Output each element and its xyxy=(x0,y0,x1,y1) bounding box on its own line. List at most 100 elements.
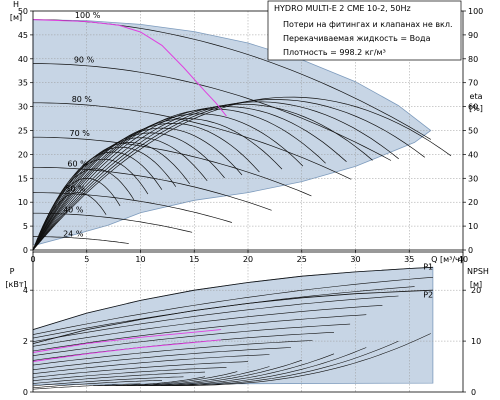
p-curve-7 xyxy=(32,340,313,366)
qh-y-label-h: H xyxy=(13,0,19,9)
p-curve-0 xyxy=(32,277,433,335)
p-curve-15 xyxy=(32,383,141,390)
eta-tick-label-2: 20 xyxy=(468,198,478,207)
h-tick-label-7: 35 xyxy=(18,79,28,88)
p-curve-8 xyxy=(32,347,292,371)
eta-curve-11 xyxy=(32,137,208,251)
p-curve-label-0: P1 xyxy=(423,262,433,271)
eta-tick-label-7: 70 xyxy=(468,79,478,88)
h-tick-label-9: 45 xyxy=(18,31,28,40)
eta-max-curve xyxy=(32,19,227,117)
p-curve-2 xyxy=(32,295,399,342)
eta-curve-18 xyxy=(32,192,107,251)
p-curve-layer xyxy=(32,266,433,390)
p-ticks: 0 2 4 0 10 20 xyxy=(23,286,481,397)
npsh-curve-1 xyxy=(160,340,399,386)
p-eta-max-lower xyxy=(32,339,222,362)
speed-label-2: 80 % xyxy=(72,95,93,104)
eta-tick-label-8: 80 xyxy=(468,55,478,64)
eta-tick-label-6: 60 xyxy=(468,103,478,112)
eta-curve-17 xyxy=(32,177,121,251)
h-tick-label-10: 50 xyxy=(18,7,28,16)
eta-curve-6 xyxy=(32,113,304,251)
qh-curve-3 xyxy=(33,136,312,197)
q-axis-label: Q [м³/ч] xyxy=(431,255,463,264)
eta-curve-8 xyxy=(32,122,260,251)
p-y-label-unit: [кВт] xyxy=(5,280,26,289)
npsh-tick-label-1: 10 xyxy=(471,337,481,346)
h-tick-label-8: 40 xyxy=(18,55,28,64)
eta-tick-label-9: 90 xyxy=(468,31,478,40)
qh-curve-7 xyxy=(33,236,129,244)
npsh-tick-label-2: 20 xyxy=(471,286,481,295)
p-curve-5 xyxy=(32,323,351,356)
qh-curve-2 xyxy=(33,102,352,180)
info-box-title: HYDRO MULTI-E 2 CME 10-2, 50Hz xyxy=(274,4,411,13)
speed-label-7: 24 % xyxy=(63,230,84,239)
h-tick-label-4: 20 xyxy=(18,150,28,159)
p1-curve xyxy=(32,266,433,330)
p-curve-label-1: P2 xyxy=(423,290,433,299)
speed-label-1: 90 % xyxy=(74,56,95,65)
p-tick-label-2: 4 xyxy=(23,286,28,295)
p-curve-labels: P1 P2 xyxy=(423,262,433,299)
npsh-curve-0 xyxy=(172,333,431,386)
npsh-curve-7 xyxy=(93,376,206,386)
npsh-curve-4 xyxy=(127,359,302,386)
speed-labels: 100 % 90 % 80 % 70 % 60 % 50 % 40 % 24 % xyxy=(63,11,101,238)
eta-curve-5 xyxy=(32,108,326,251)
p-curve-14 xyxy=(32,380,163,389)
info-box: HYDRO MULTI-E 2 CME 10-2, 50Hz Потери на… xyxy=(267,0,462,61)
h-tick-label-0: 0 xyxy=(23,246,28,255)
eta-tick-label-10: 100 xyxy=(468,7,483,16)
eta-y-label-unit: [%] xyxy=(469,104,483,113)
eta-curve-layer xyxy=(32,96,452,251)
info-box-line-2: Перекачиваемая жидкость = Вода xyxy=(283,34,431,43)
info-box-line-1: Потери на фитингах и клапанах не вкл. xyxy=(283,20,453,29)
p-curve-13 xyxy=(32,376,184,387)
speed-label-0: 100 % xyxy=(75,11,101,20)
p-curve-1 xyxy=(32,286,415,339)
speed-label-4: 60 % xyxy=(67,159,88,168)
qh-curve-1 xyxy=(33,63,392,161)
p-grid xyxy=(33,252,463,392)
p-curve-3 xyxy=(32,305,383,347)
speed-label-6: 40 % xyxy=(63,206,84,215)
qh-chart: 0 5 10 15 20 25 30 35 40 45 50 0 10 20 30 40 50 60 70 80 90 1… xyxy=(10,0,483,264)
eta-curve-12 xyxy=(32,142,190,251)
p-plot-frame xyxy=(32,251,464,393)
speed-label-3: 70 % xyxy=(70,129,91,138)
p-curve-10 xyxy=(32,361,249,378)
npsh-y-label: NPSH xyxy=(467,267,489,276)
h-tick-label-1: 5 xyxy=(23,222,28,231)
npsh-curve-2 xyxy=(149,347,367,386)
p-y-label: P xyxy=(10,267,15,276)
info-box-line-3: Плотность = 998.2 кг/м³ xyxy=(283,48,386,57)
npsh-y-label-unit: [м] xyxy=(470,280,482,289)
eta-y-label: eta xyxy=(470,92,483,101)
eta-tick-label-1: 10 xyxy=(468,222,478,231)
info-box-frame xyxy=(267,0,462,61)
p-curve-12 xyxy=(32,371,206,384)
h-tick-label-6: 30 xyxy=(18,103,28,112)
h-tick-label-2: 10 xyxy=(18,198,28,207)
qh-curve-4 xyxy=(33,166,272,211)
p-eta-max-upper xyxy=(32,329,222,353)
eta-max-layer xyxy=(32,19,227,117)
eta-curve-13 xyxy=(32,146,177,251)
p-curve-9 xyxy=(32,354,270,374)
eta-curve-9 xyxy=(32,127,243,251)
eta-curve-7 xyxy=(32,118,283,251)
eta-tick-label-3: 30 xyxy=(468,174,478,183)
p-tick-label-1: 2 xyxy=(23,337,28,346)
npsh-curve-5 xyxy=(115,366,270,386)
eta-curve-10 xyxy=(32,132,225,251)
eta-tick-label-0: 0 xyxy=(468,246,473,255)
speed-label-5: 50 % xyxy=(65,185,86,194)
qh-y-label-unit: [м] xyxy=(10,13,22,22)
power-npsh-chart: 0 2 4 0 10 20 P [кВт] NPSH [м] P1 P2 xyxy=(5,251,489,397)
npsh-tick-label-0: 0 xyxy=(471,388,476,397)
p-curve-4 xyxy=(32,314,367,352)
p-tick-label-0: 0 xyxy=(23,388,28,397)
